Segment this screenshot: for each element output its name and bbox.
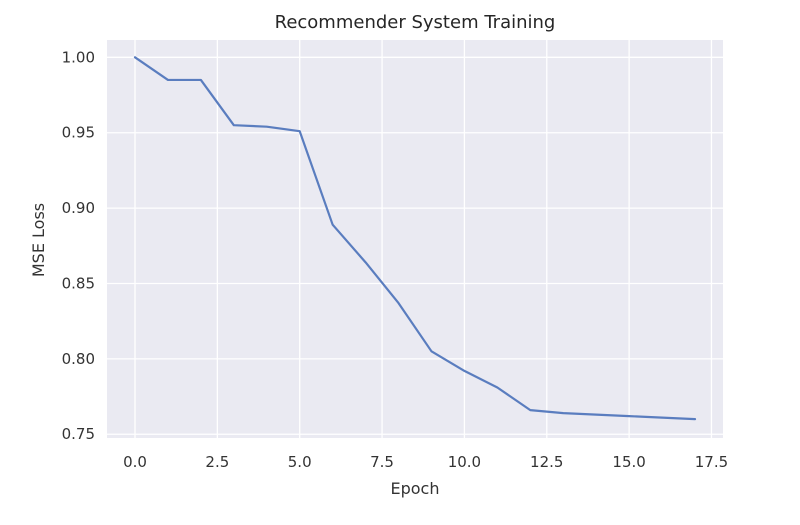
x-tick-label: 0.0 bbox=[123, 453, 147, 471]
x-tick-label: 15.0 bbox=[612, 453, 645, 471]
data-point bbox=[628, 415, 630, 417]
vertical-gridlines bbox=[134, 40, 713, 438]
data-point bbox=[266, 126, 268, 128]
y-tick-label: 0.85 bbox=[62, 274, 95, 292]
data-point bbox=[595, 414, 597, 416]
horizontal-gridlines bbox=[107, 56, 723, 435]
chart-title: Recommender System Training bbox=[275, 12, 556, 33]
x-axis-label: Epoch bbox=[391, 479, 440, 498]
data-point bbox=[497, 387, 499, 389]
data-point bbox=[167, 79, 169, 81]
x-tick-label: 7.5 bbox=[370, 453, 394, 471]
data-point bbox=[398, 302, 400, 304]
y-tick-label: 0.95 bbox=[62, 124, 95, 142]
x-tick-label: 5.0 bbox=[288, 453, 312, 471]
y-tick-label: 1.00 bbox=[62, 48, 95, 66]
series-line bbox=[133, 56, 697, 421]
series-layer bbox=[133, 56, 697, 421]
y-axis-label: MSE Loss bbox=[29, 203, 48, 277]
x-tick-labels: 0.0 2.5 5.0 7.5 10.0 12.5 15.0 17.5 bbox=[123, 453, 728, 471]
data-point bbox=[529, 409, 531, 411]
x-tick-label: 2.5 bbox=[205, 453, 229, 471]
y-tick-label: 0.90 bbox=[62, 199, 95, 217]
x-tick-label: 10.0 bbox=[448, 453, 481, 471]
data-point bbox=[233, 124, 235, 126]
data-point bbox=[299, 130, 301, 132]
data-point bbox=[431, 351, 433, 353]
data-point bbox=[464, 370, 466, 372]
data-point bbox=[134, 57, 136, 59]
data-point bbox=[562, 412, 564, 414]
plot-background bbox=[107, 40, 723, 438]
y-tick-label: 0.75 bbox=[62, 425, 95, 443]
x-tick-label: 12.5 bbox=[530, 453, 563, 471]
data-point bbox=[365, 262, 367, 264]
y-tick-labels: 0.75 0.80 0.85 0.90 0.95 1.00 bbox=[62, 48, 95, 443]
x-tick-label: 17.5 bbox=[695, 453, 728, 471]
y-tick-label: 0.80 bbox=[62, 350, 95, 368]
data-point bbox=[332, 224, 334, 226]
data-point bbox=[200, 79, 202, 81]
data-point bbox=[661, 417, 663, 419]
data-point bbox=[694, 418, 696, 420]
